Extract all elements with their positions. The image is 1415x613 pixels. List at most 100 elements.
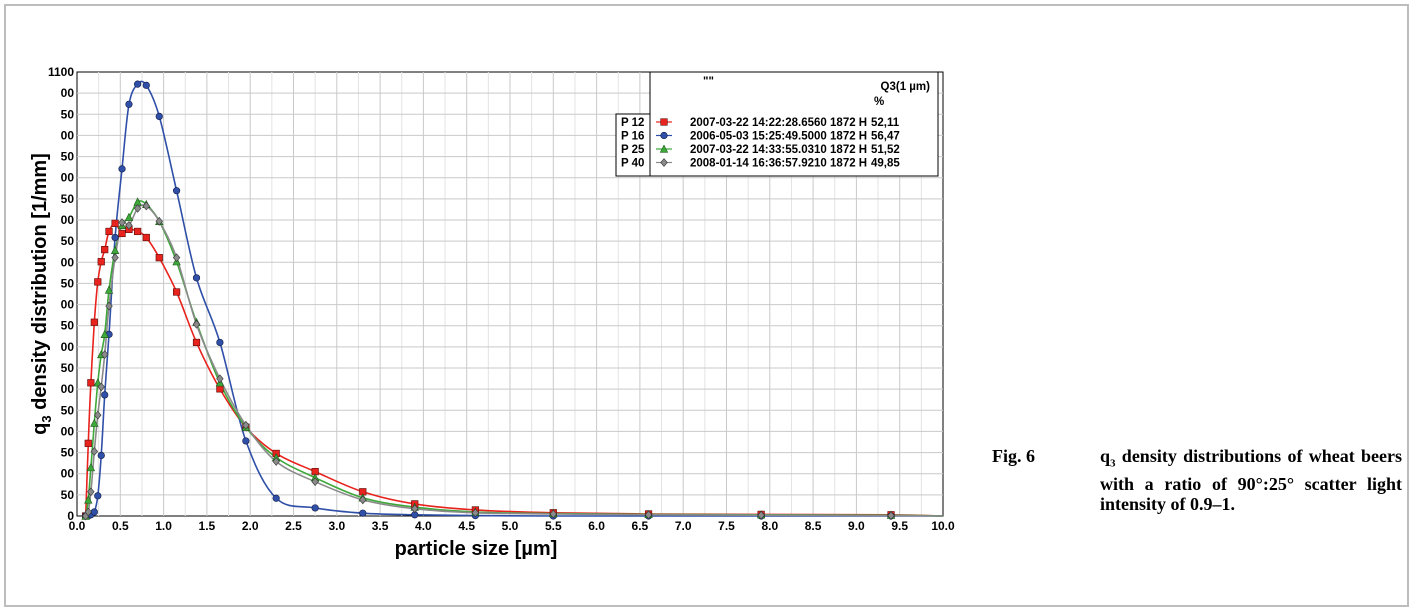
- y-tick-label: 00: [61, 86, 75, 100]
- data-point: [125, 100, 133, 108]
- y-tick-label: 50: [61, 403, 75, 417]
- y-tick-label: 1100: [48, 65, 74, 79]
- data-point: [757, 510, 765, 520]
- figure-caption-text: q3 density distributions of wheat beers …: [1100, 446, 1402, 514]
- data-point: [216, 374, 224, 384]
- y-tick-label: 00: [61, 128, 75, 142]
- data-point: [105, 301, 113, 311]
- y-axis-title: q3 density distribution [1/mm]: [29, 153, 54, 435]
- data-point: [124, 212, 134, 221]
- y-axis-title-prefix: q: [29, 423, 51, 435]
- x-tick-label: 3.5: [372, 519, 389, 533]
- data-point: [142, 201, 150, 211]
- x-tick-label: 9.0: [848, 519, 865, 533]
- x-tick-label: 7.0: [675, 519, 692, 533]
- x-tick-label: 6.0: [588, 519, 605, 533]
- y-tick-label: 00: [61, 340, 75, 354]
- y-tick-label: 50: [61, 361, 75, 375]
- data-point: [155, 216, 163, 226]
- legend-tag: P 12: [621, 117, 644, 129]
- legend-swatch-marker: [659, 144, 669, 153]
- legend-rows: P 12 2007-03-22 14:22:28.6560 1872 H 52,11…: [621, 117, 900, 170]
- data-point: [86, 463, 96, 472]
- x-tick-label: 2.5: [285, 519, 302, 533]
- figure-caption-sub: 3: [1110, 457, 1116, 470]
- data-point: [104, 285, 114, 294]
- data-point: [242, 437, 250, 445]
- data-point: [90, 508, 98, 516]
- data-point: [155, 112, 163, 120]
- legend-swatch-marker: [660, 158, 668, 167]
- data-point: [172, 288, 181, 296]
- data-point: [172, 253, 181, 263]
- data-point: [111, 253, 119, 263]
- data-point: [87, 487, 95, 497]
- data-point: [87, 379, 95, 387]
- data-point: [133, 204, 142, 213]
- y-tick-label: 50: [61, 192, 75, 206]
- data-point: [94, 410, 102, 420]
- data-point: [216, 385, 224, 393]
- data-point: [100, 329, 109, 338]
- data-point: [411, 504, 419, 514]
- data-point: [192, 338, 201, 347]
- data-point: [134, 80, 142, 88]
- data-point: [94, 278, 102, 286]
- data-point: [97, 451, 105, 460]
- legend-series-name: 2007-03-22 14:33:55.0310 1872 H: [690, 144, 867, 156]
- x-tick-label: 8.5: [805, 519, 822, 533]
- x-tick-label: 4.0: [415, 519, 432, 533]
- data-point: [242, 420, 250, 430]
- y-tick-label: 50: [61, 276, 75, 290]
- x-tick-label: 0.0: [69, 519, 86, 533]
- x-tick-label: 1.5: [199, 519, 216, 533]
- y-tick-label: 00: [61, 382, 75, 396]
- legend-series-q3: 52,11: [871, 117, 900, 129]
- data-point: [90, 418, 99, 427]
- y-tick-label: 00: [61, 171, 75, 185]
- y-tick-labels: 0 50 00 50 00 50 00 50 00 50 00 50 00 50 00 50 00 50 00 50 0…: [48, 65, 74, 523]
- y-axis-title-sub: 3: [39, 415, 54, 422]
- data-point: [125, 221, 133, 230]
- data-point: [887, 511, 895, 520]
- data-point: [311, 504, 319, 512]
- y-tick-label: 0: [67, 509, 74, 523]
- legend-swatch-marker: [660, 131, 668, 140]
- data-point: [172, 187, 181, 195]
- legend: "" Q3(1 µm) % P 12 2007-03-22 14:22:28.65…: [615, 71, 939, 177]
- legend-series-name: 2008-01-14 16:36:57.9210 1872 H: [690, 158, 867, 170]
- data-point: [97, 258, 105, 266]
- data-point: [90, 447, 99, 456]
- x-tick-label: 1.0: [155, 519, 172, 533]
- y-tick-label: 00: [61, 298, 75, 312]
- data-point: [192, 319, 201, 329]
- x-tick-label: 5.5: [545, 519, 562, 533]
- legend-tag-box: [615, 113, 651, 177]
- data-point: [101, 246, 109, 254]
- density-chart: 0.0 0.5 1.0 1.5 2.0 2.5 3.0 3.5 4.0 4.5 5.0 5.5 6.0 6…: [29, 65, 955, 560]
- data-point: [105, 227, 113, 236]
- data-point: [311, 477, 319, 487]
- x-tick-label: 4.5: [458, 519, 475, 533]
- data-point: [359, 509, 367, 517]
- data-point: [84, 495, 93, 504]
- x-tick-label: 6.5: [632, 519, 649, 533]
- x-tick-label: 0.5: [112, 519, 129, 533]
- legend-header-unit: %: [874, 96, 884, 108]
- x-tick-label: 5.0: [502, 519, 519, 533]
- data-point: [94, 492, 102, 500]
- y-tick-label: 50: [61, 107, 75, 121]
- y-tick-label: 00: [61, 213, 75, 227]
- data-point: [118, 165, 126, 173]
- legend-series-q3: 56,47: [871, 131, 900, 143]
- legend-series-name: 2006-05-03 15:25:49.5000 1872 H: [690, 131, 867, 143]
- legend-tag: P 16: [621, 131, 644, 143]
- legend-header-right: Q3(1 µm): [881, 81, 931, 93]
- data-point: [134, 227, 142, 236]
- legend-series-name: 2007-03-22 14:22:28.6560 1872 H: [690, 117, 867, 129]
- data-point: [272, 457, 280, 466]
- x-tick-label: 8.0: [761, 519, 778, 533]
- data-point: [97, 382, 105, 392]
- data-point: [101, 350, 109, 359]
- legend-swatch-marker: [660, 118, 668, 126]
